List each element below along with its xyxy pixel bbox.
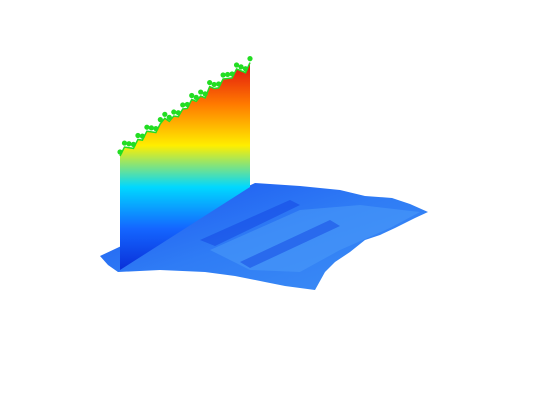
ridge-point [247,56,253,62]
ridge-point [233,62,240,68]
ridge-point [166,114,172,120]
ridge-point [216,81,222,87]
ridge-point [220,72,226,78]
ridge-point [180,102,186,108]
ridge-point [175,110,181,116]
ridge-point [211,81,217,88]
ridge-point [184,101,190,108]
ridge-point [238,64,244,70]
marks [117,56,253,270]
ridge-point [144,124,150,130]
ridge-point [189,92,195,99]
ridge-point [162,111,168,117]
surface-ripple [200,200,340,268]
ridge-point [153,125,159,132]
surface-ripple [210,205,420,272]
ridge-line [119,62,251,157]
ridge-point [193,94,199,100]
ridge-point [126,141,132,147]
ridge-point [130,141,137,148]
ridge-point [224,71,231,78]
ridge-point [229,71,235,77]
ridge-point [135,132,141,139]
ridge-point [207,79,213,86]
ridge-point [202,91,208,97]
ridge-point [148,125,154,131]
ridge-point [121,140,128,146]
ridge-point [198,89,204,95]
ridge-point [171,109,177,115]
ridge-point [242,66,249,72]
ridge-point [139,133,146,139]
surface-wall [120,62,250,270]
ridge-point [157,117,163,123]
ridge-point [117,149,123,155]
